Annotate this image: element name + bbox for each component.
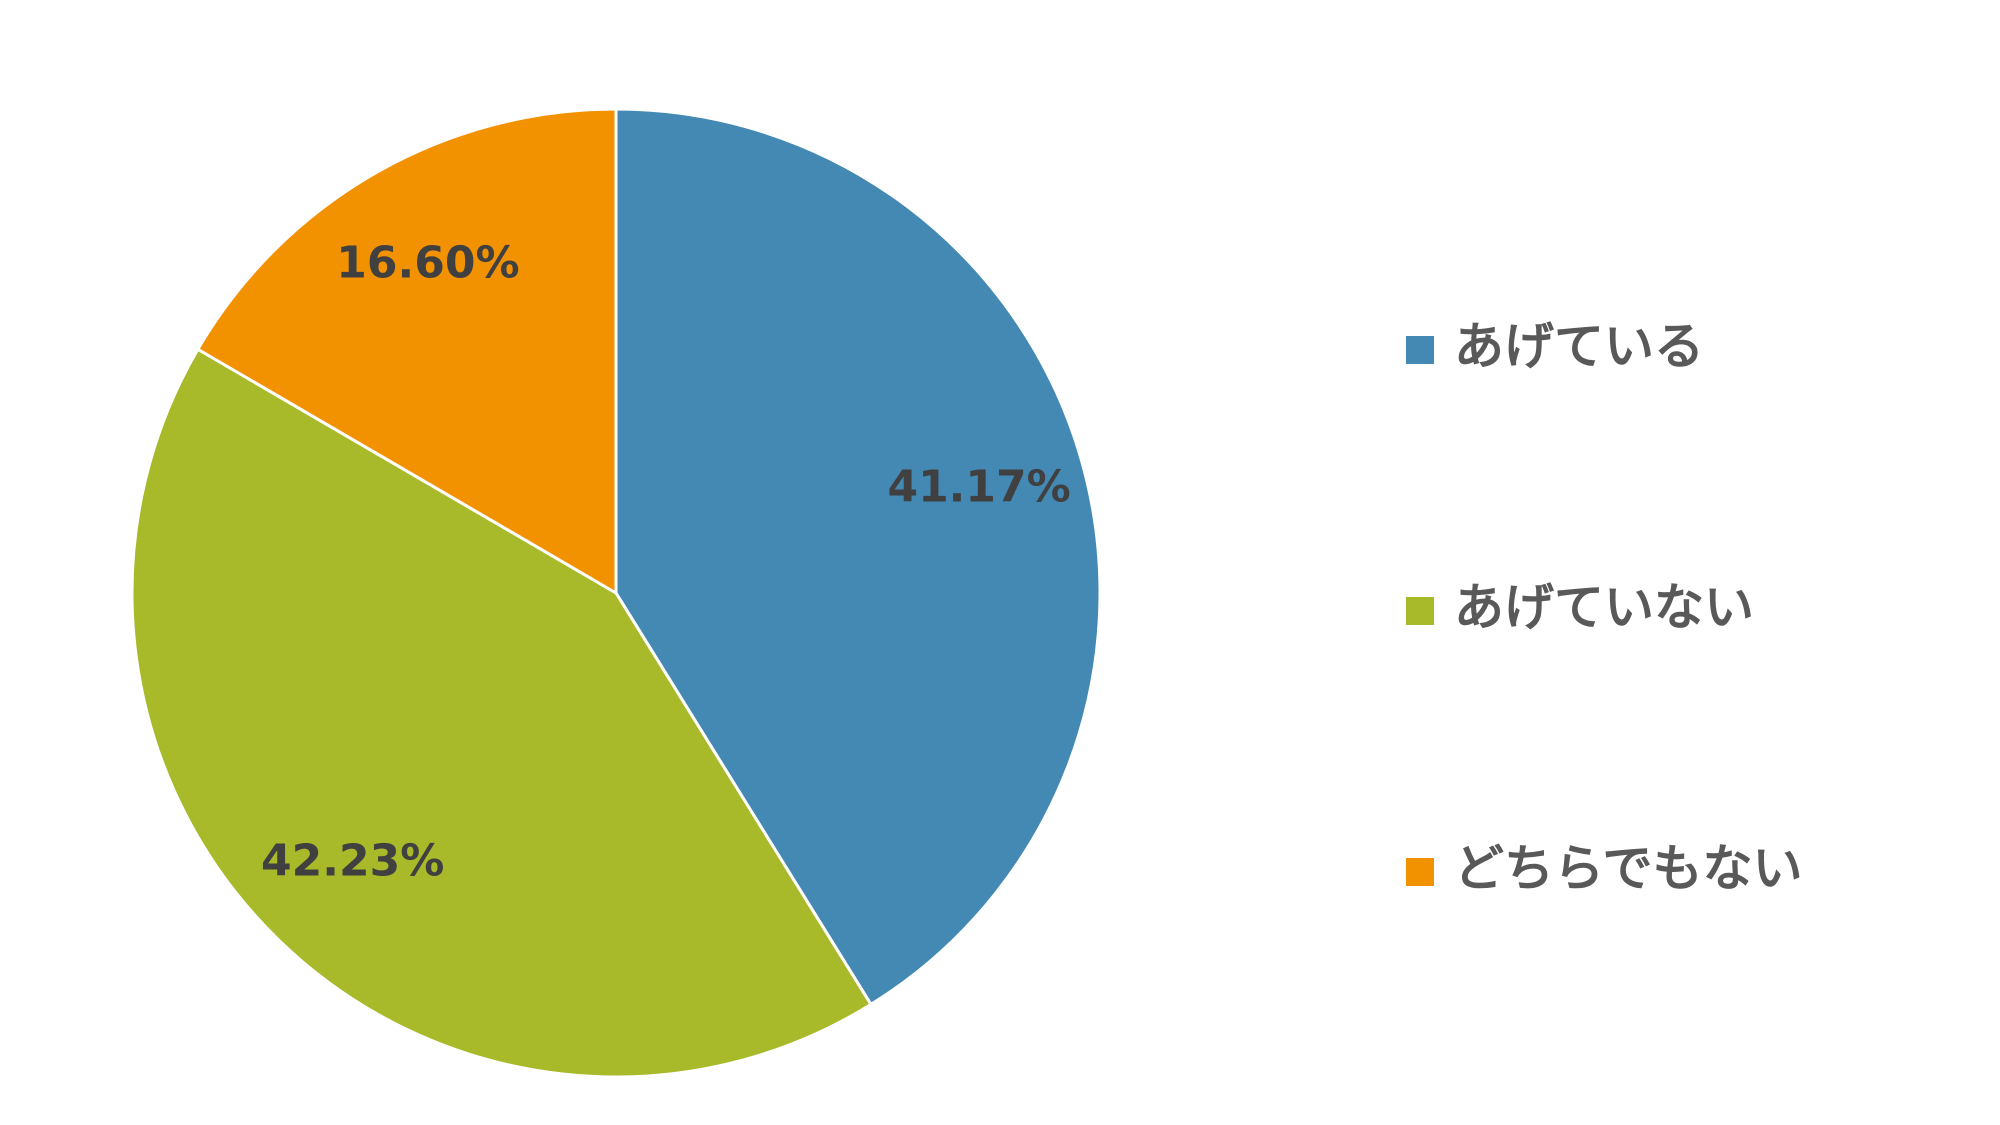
pie-slice [614,107,1102,1007]
data-label: 42.23% [261,836,444,887]
pie-slice [195,107,618,596]
legend-label: どちらでもない [1454,840,1803,898]
data-label: 41.17% [887,462,1070,513]
legend-label: あげている [1454,318,1704,376]
data-label: 16.60% [336,238,519,289]
pie-slice [130,347,874,1079]
legend-swatch [1406,858,1434,886]
legend-label: あげていない [1454,579,1754,637]
legend-swatch [1406,336,1434,364]
legend-swatch [1406,597,1434,625]
